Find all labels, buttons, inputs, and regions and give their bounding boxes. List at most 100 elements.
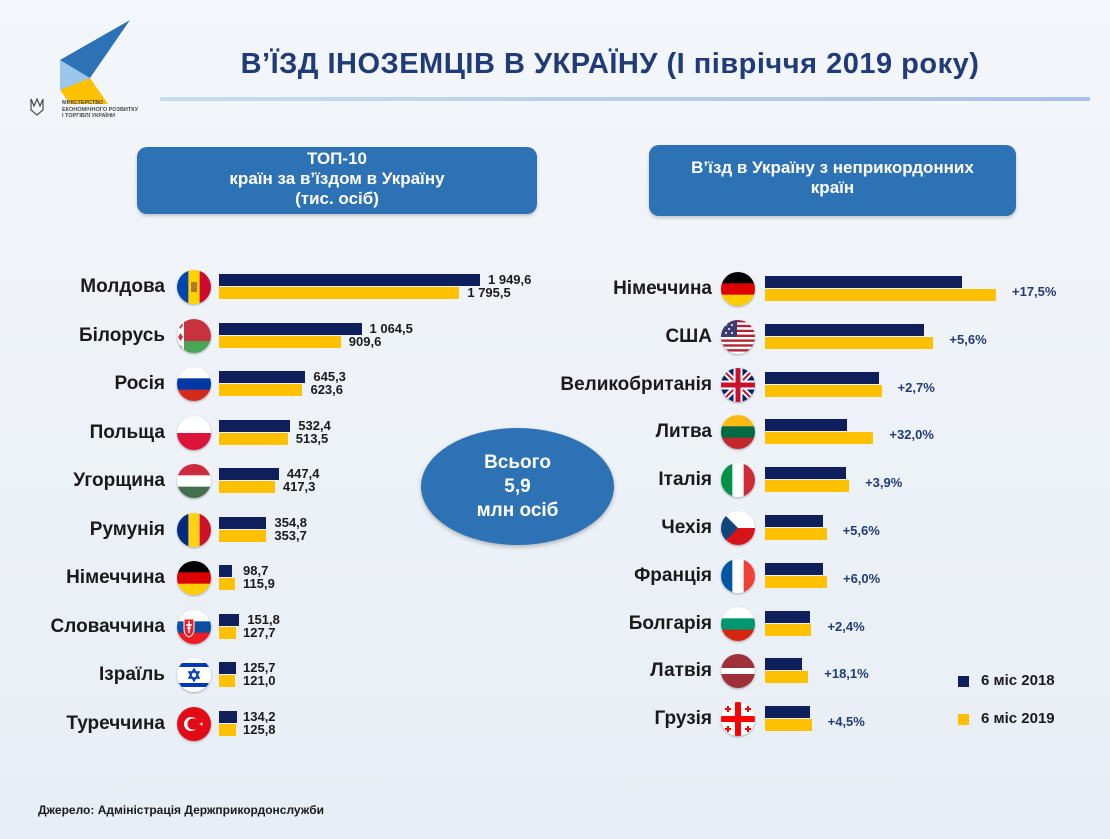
germany-flag-icon [721, 272, 755, 306]
bar-2019 [219, 384, 303, 396]
change-label: +5,6% [949, 331, 987, 347]
country-label: Франція [634, 564, 712, 586]
bar-2019 [765, 432, 874, 445]
bar-2019 [219, 481, 275, 493]
country-label: Росія [114, 373, 166, 394]
chart-row: Німеччина +17,5% [0, 270, 1100, 310]
belarus-flag-icon [177, 318, 211, 353]
value-label-2019: 121,0 [243, 673, 276, 688]
value-label-2019: 125,8 [243, 721, 276, 737]
bar-2019 [765, 671, 809, 684]
bar-2018 [219, 613, 240, 626]
country-label: Латвія [650, 660, 712, 682]
czechia-flag-icon [721, 511, 755, 545]
slovakia-flag-icon [177, 609, 211, 644]
legend-swatch-2019 [958, 713, 969, 725]
bar-2019 [765, 575, 827, 588]
country-label: Молдова [80, 276, 165, 297]
chart-row: Великобританія +2,7% [0, 366, 1100, 406]
value-label-2019: 417,3 [282, 479, 316, 494]
change-label: +3,9% [865, 475, 903, 491]
bar-2018 [765, 706, 810, 719]
moldova-flag-icon [177, 270, 211, 304]
bar-2019 [765, 384, 882, 397]
value-label-2018: 134,2 [243, 708, 276, 724]
poland-flag-icon [177, 415, 211, 450]
value-label-2018: 354,8 [274, 514, 308, 530]
uk-flag-icon [721, 367, 755, 402]
bar-2018 [219, 565, 233, 577]
lithuania-flag-icon [721, 415, 755, 450]
country-label: Білорусь [78, 324, 165, 346]
italy-flag-icon [721, 463, 755, 498]
usa-flag-icon [721, 319, 755, 354]
page-title: В’ЇЗД ІНОЗЕМЦІВ В УКРАЇНУ (І півріччя 20… [240, 48, 980, 80]
change-label: +5,6% [842, 523, 880, 538]
chart-row: Словаччина 151,8 127,7 [0, 608, 560, 648]
value-label-2019: 623,6 [310, 382, 344, 397]
chart-row: Латвія +18,1% [0, 652, 1100, 692]
chart-row: Туреччина 134,2 125,8 [0, 705, 560, 745]
legend-swatch-2018 [958, 675, 969, 687]
chart-row: Німеччина 98,7 115,9 [0, 559, 560, 599]
chart-row: Італія +3,9% [0, 461, 1100, 501]
country-label: Італія [658, 469, 712, 491]
chart-row: Грузія +4,5% [0, 700, 1100, 740]
bar-2019 [765, 719, 812, 732]
value-label-2018: 125,7 [243, 660, 276, 675]
bar-2018 [219, 322, 362, 335]
bar-2019 [765, 289, 996, 301]
chart-row: Молдова 1 949,6 1 795,5 [0, 268, 560, 308]
value-label-2018: 98,7 [243, 563, 269, 578]
value-label-2018: 1 064,5 [369, 320, 413, 336]
bar-2018 [219, 710, 237, 723]
value-label-2019: 115,9 [243, 576, 275, 591]
bar-2019 [765, 336, 934, 349]
latvia-flag-icon [721, 654, 755, 689]
israel-flag-icon [177, 658, 211, 692]
germany-flag-icon [177, 561, 211, 595]
bar-2018 [765, 515, 824, 527]
change-label: +2,7% [897, 379, 935, 395]
bar-2018 [765, 562, 824, 575]
bar-2019 [765, 623, 812, 636]
chart-row: Польща 532,4 513,5 [0, 414, 560, 454]
country-label: Великобританія [560, 373, 712, 395]
bar-2018 [765, 467, 846, 480]
france-flag-icon [721, 558, 755, 593]
bar-2018 [765, 610, 811, 623]
georgia-flag-icon [721, 702, 755, 737]
chart-row: Угорщина 447,4 417,3 [0, 462, 560, 502]
chart-row: Білорусь 1 064,5 909,6 [0, 317, 560, 357]
country-label: Болгарія [628, 612, 712, 634]
legend-item-2019: 6 міс 2019 [958, 710, 1055, 727]
country-label: Грузія [654, 708, 712, 730]
legend-item-2018: 6 міс 2018 [958, 672, 1055, 689]
bar-2018 [765, 371, 879, 384]
bar-2018 [765, 276, 962, 288]
value-label-2019: 353,7 [274, 527, 307, 543]
russia-flag-icon [177, 367, 211, 401]
bar-2018 [219, 371, 306, 383]
bar-2019 [219, 287, 460, 299]
value-label-2019: 127,7 [243, 624, 276, 640]
chart-row: США +5,6% [0, 318, 1100, 358]
chart-row: Румунія 354,8 353,7 [0, 511, 560, 551]
country-label: Угорщина [73, 470, 165, 491]
chart-row: Ізраїль 125,7 121,0 [0, 656, 560, 696]
chart-row: Росія 645,3 623,6 [0, 365, 560, 405]
country-label: Румунія [89, 518, 165, 540]
turkey-flag-icon [177, 706, 211, 741]
bar-2018 [765, 658, 802, 671]
total-badge: Всього 5,9 млн осіб [421, 428, 614, 545]
hungary-flag-icon [177, 464, 211, 498]
country-label: США [665, 325, 712, 347]
bar-2019 [219, 432, 288, 445]
value-label-2018: 447,4 [286, 466, 320, 481]
bar-2019 [219, 529, 267, 542]
country-label: Німеччина [66, 567, 165, 588]
change-label: +32,0% [889, 427, 934, 443]
value-label-2018: 532,4 [298, 417, 331, 433]
change-label: +17,5% [1012, 284, 1057, 299]
change-label: +6,0% [842, 570, 881, 586]
